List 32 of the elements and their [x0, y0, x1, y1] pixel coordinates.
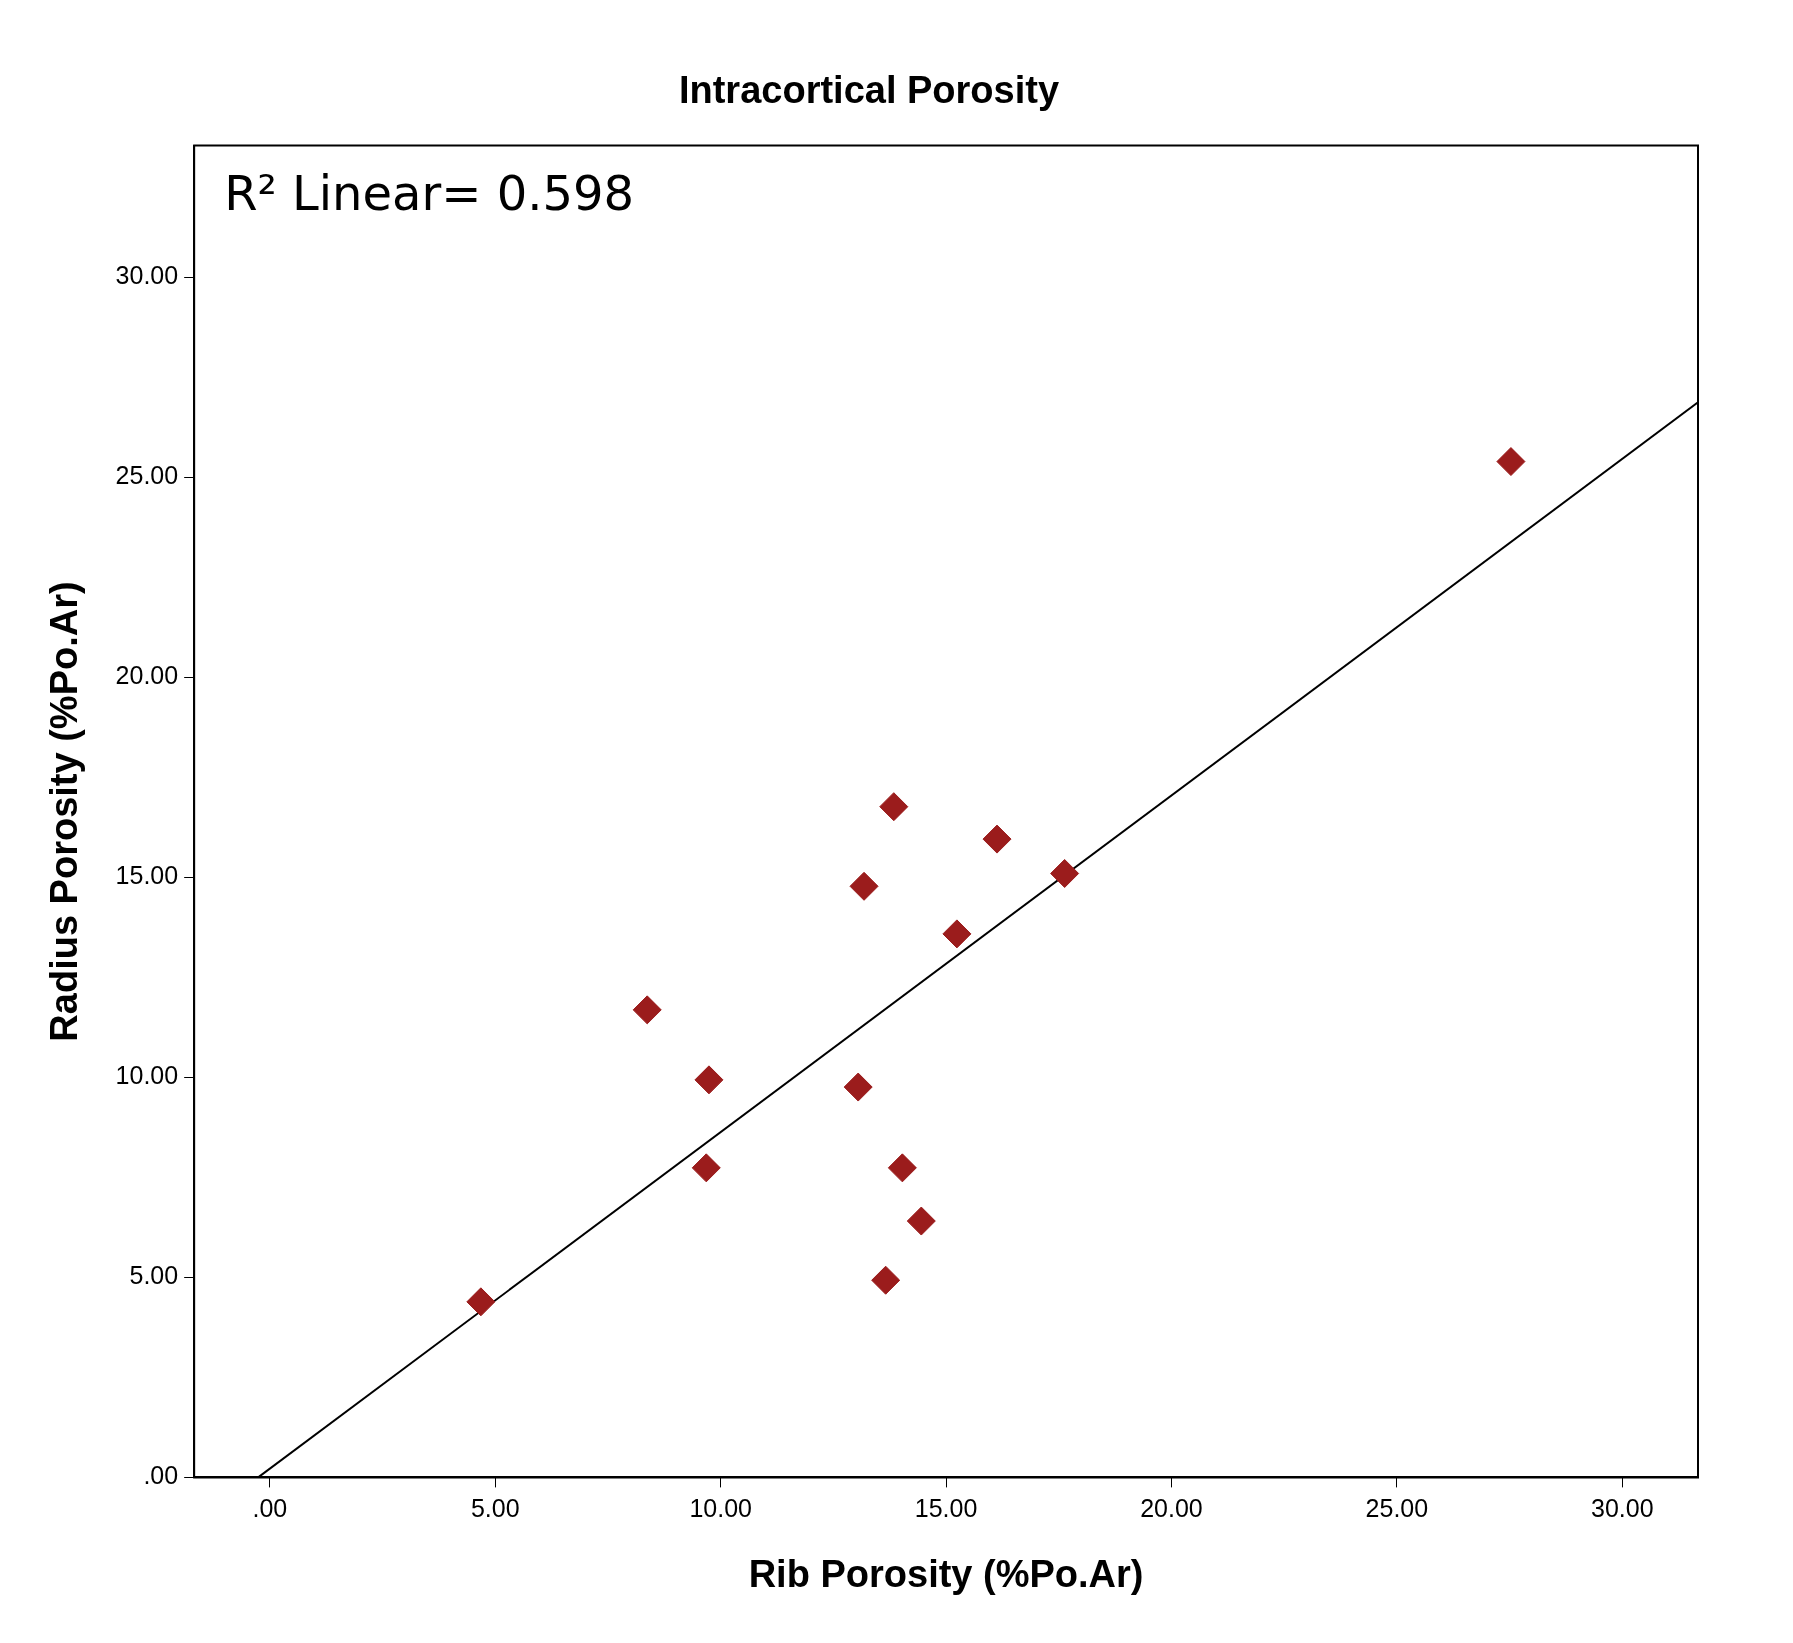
y-tick-label: 10.00	[115, 1061, 179, 1090]
point	[849, 871, 879, 901]
point	[843, 1072, 873, 1102]
y-tick-label: 30.00	[115, 261, 179, 290]
point	[691, 1153, 721, 1183]
x-tick-label: 20.00	[1140, 1494, 1203, 1523]
point	[632, 995, 662, 1025]
chart-title: Intracortical Porosity	[678, 69, 1060, 112]
y-tick-label: 20.00	[115, 661, 179, 690]
point	[982, 824, 1012, 854]
y-tick-label: 5.00	[129, 1261, 179, 1290]
x-tick-label: 10.00	[689, 1494, 752, 1523]
x-tick-label: .00	[252, 1494, 288, 1523]
point	[879, 792, 909, 822]
point	[942, 919, 972, 949]
annotation: R² Linear= 0.598	[224, 165, 635, 222]
point	[694, 1065, 724, 1095]
point	[871, 1265, 901, 1295]
y-tick-label: .00	[143, 1461, 179, 1490]
x-tick-label: 5.00	[470, 1494, 520, 1523]
point	[1050, 858, 1080, 888]
x-tick-label: 15.00	[914, 1494, 978, 1523]
y-tick-label: 15.00	[115, 861, 179, 890]
y-axis-title: Radius Porosity (%Po.Ar)	[43, 581, 86, 1042]
y-tick-label: 25.00	[115, 461, 179, 490]
x-axis-title: Rib Porosity (%Po.Ar)	[748, 1552, 1144, 1595]
point	[1496, 447, 1526, 477]
x-tick-label: 30.00	[1590, 1494, 1654, 1523]
point	[906, 1206, 936, 1236]
point	[466, 1287, 496, 1317]
point	[887, 1153, 917, 1183]
x-tick-label: 25.00	[1365, 1494, 1429, 1523]
